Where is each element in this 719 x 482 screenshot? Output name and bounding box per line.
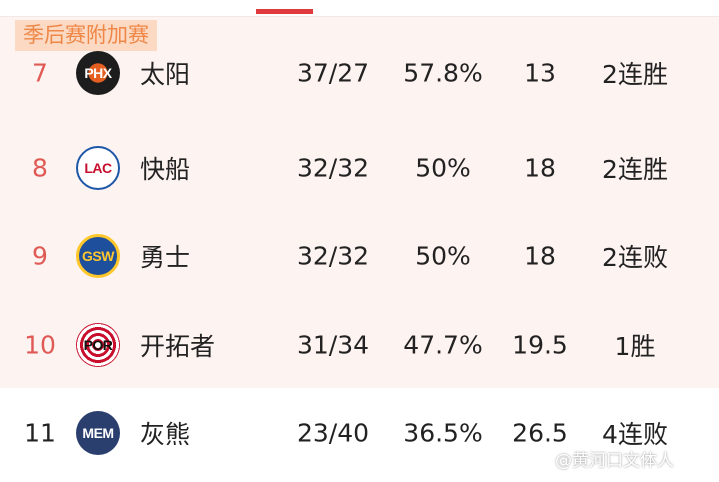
team-logo-icon: PHX bbox=[76, 51, 120, 95]
record: 23/40 bbox=[296, 418, 370, 448]
team-logo-icon: POR bbox=[76, 323, 120, 367]
streak: 1胜 bbox=[614, 332, 656, 361]
rank: 9 bbox=[32, 241, 48, 271]
standings-row[interactable]: 7 PHX 太阳 37/27 57.8% 13 2连胜 bbox=[0, 43, 719, 103]
win-pct: 36.5% bbox=[403, 418, 483, 448]
streak: 2连败 bbox=[602, 243, 668, 272]
rank: 7 bbox=[32, 58, 48, 88]
team-name[interactable]: 勇士 bbox=[140, 243, 191, 272]
record: 32/32 bbox=[296, 153, 370, 183]
win-pct: 47.7% bbox=[403, 330, 483, 360]
team-name[interactable]: 快船 bbox=[140, 155, 191, 184]
win-pct: 50% bbox=[415, 241, 471, 271]
team-name[interactable]: 开拓者 bbox=[140, 332, 216, 361]
streak: 2连胜 bbox=[602, 155, 668, 184]
standings-row[interactable]: 8 LAC 快船 32/32 50% 18 2连胜 bbox=[0, 138, 719, 198]
team-name[interactable]: 灰熊 bbox=[140, 420, 191, 449]
watermark: @黄河口文体人 bbox=[555, 451, 674, 471]
team-logo-icon: LAC bbox=[76, 146, 120, 190]
play-in-section bbox=[0, 17, 719, 388]
win-pct: 50% bbox=[415, 153, 471, 183]
games-behind: 18 bbox=[524, 241, 556, 271]
games-behind: 26.5 bbox=[512, 418, 568, 448]
tab-bar bbox=[0, 0, 719, 17]
team-logo-icon: GSW bbox=[76, 234, 120, 278]
record: 32/32 bbox=[296, 241, 370, 271]
record: 31/34 bbox=[296, 330, 370, 360]
win-pct: 57.8% bbox=[403, 58, 483, 88]
record: 37/27 bbox=[296, 58, 370, 88]
streak: 2连胜 bbox=[602, 60, 668, 89]
team-name[interactable]: 太阳 bbox=[140, 60, 191, 89]
games-behind: 13 bbox=[524, 58, 556, 88]
standings-row[interactable]: 11 MEM 灰熊 23/40 36.5% 26.5 4连败 bbox=[0, 403, 719, 463]
rank: 10 bbox=[24, 330, 56, 360]
streak: 4连败 bbox=[602, 420, 668, 449]
standings-row[interactable]: 9 GSW 勇士 32/32 50% 18 2连败 bbox=[0, 226, 719, 286]
play-in-badge: 季后赛附加赛 bbox=[15, 20, 157, 51]
games-behind: 19.5 bbox=[512, 330, 568, 360]
team-logo-icon: MEM bbox=[76, 411, 120, 455]
games-behind: 18 bbox=[524, 153, 556, 183]
rank: 11 bbox=[24, 418, 56, 448]
standings-row[interactable]: 10 POR 开拓者 31/34 47.7% 19.5 1胜 bbox=[0, 315, 719, 375]
rank: 8 bbox=[32, 153, 48, 183]
active-tab-indicator bbox=[256, 9, 313, 14]
